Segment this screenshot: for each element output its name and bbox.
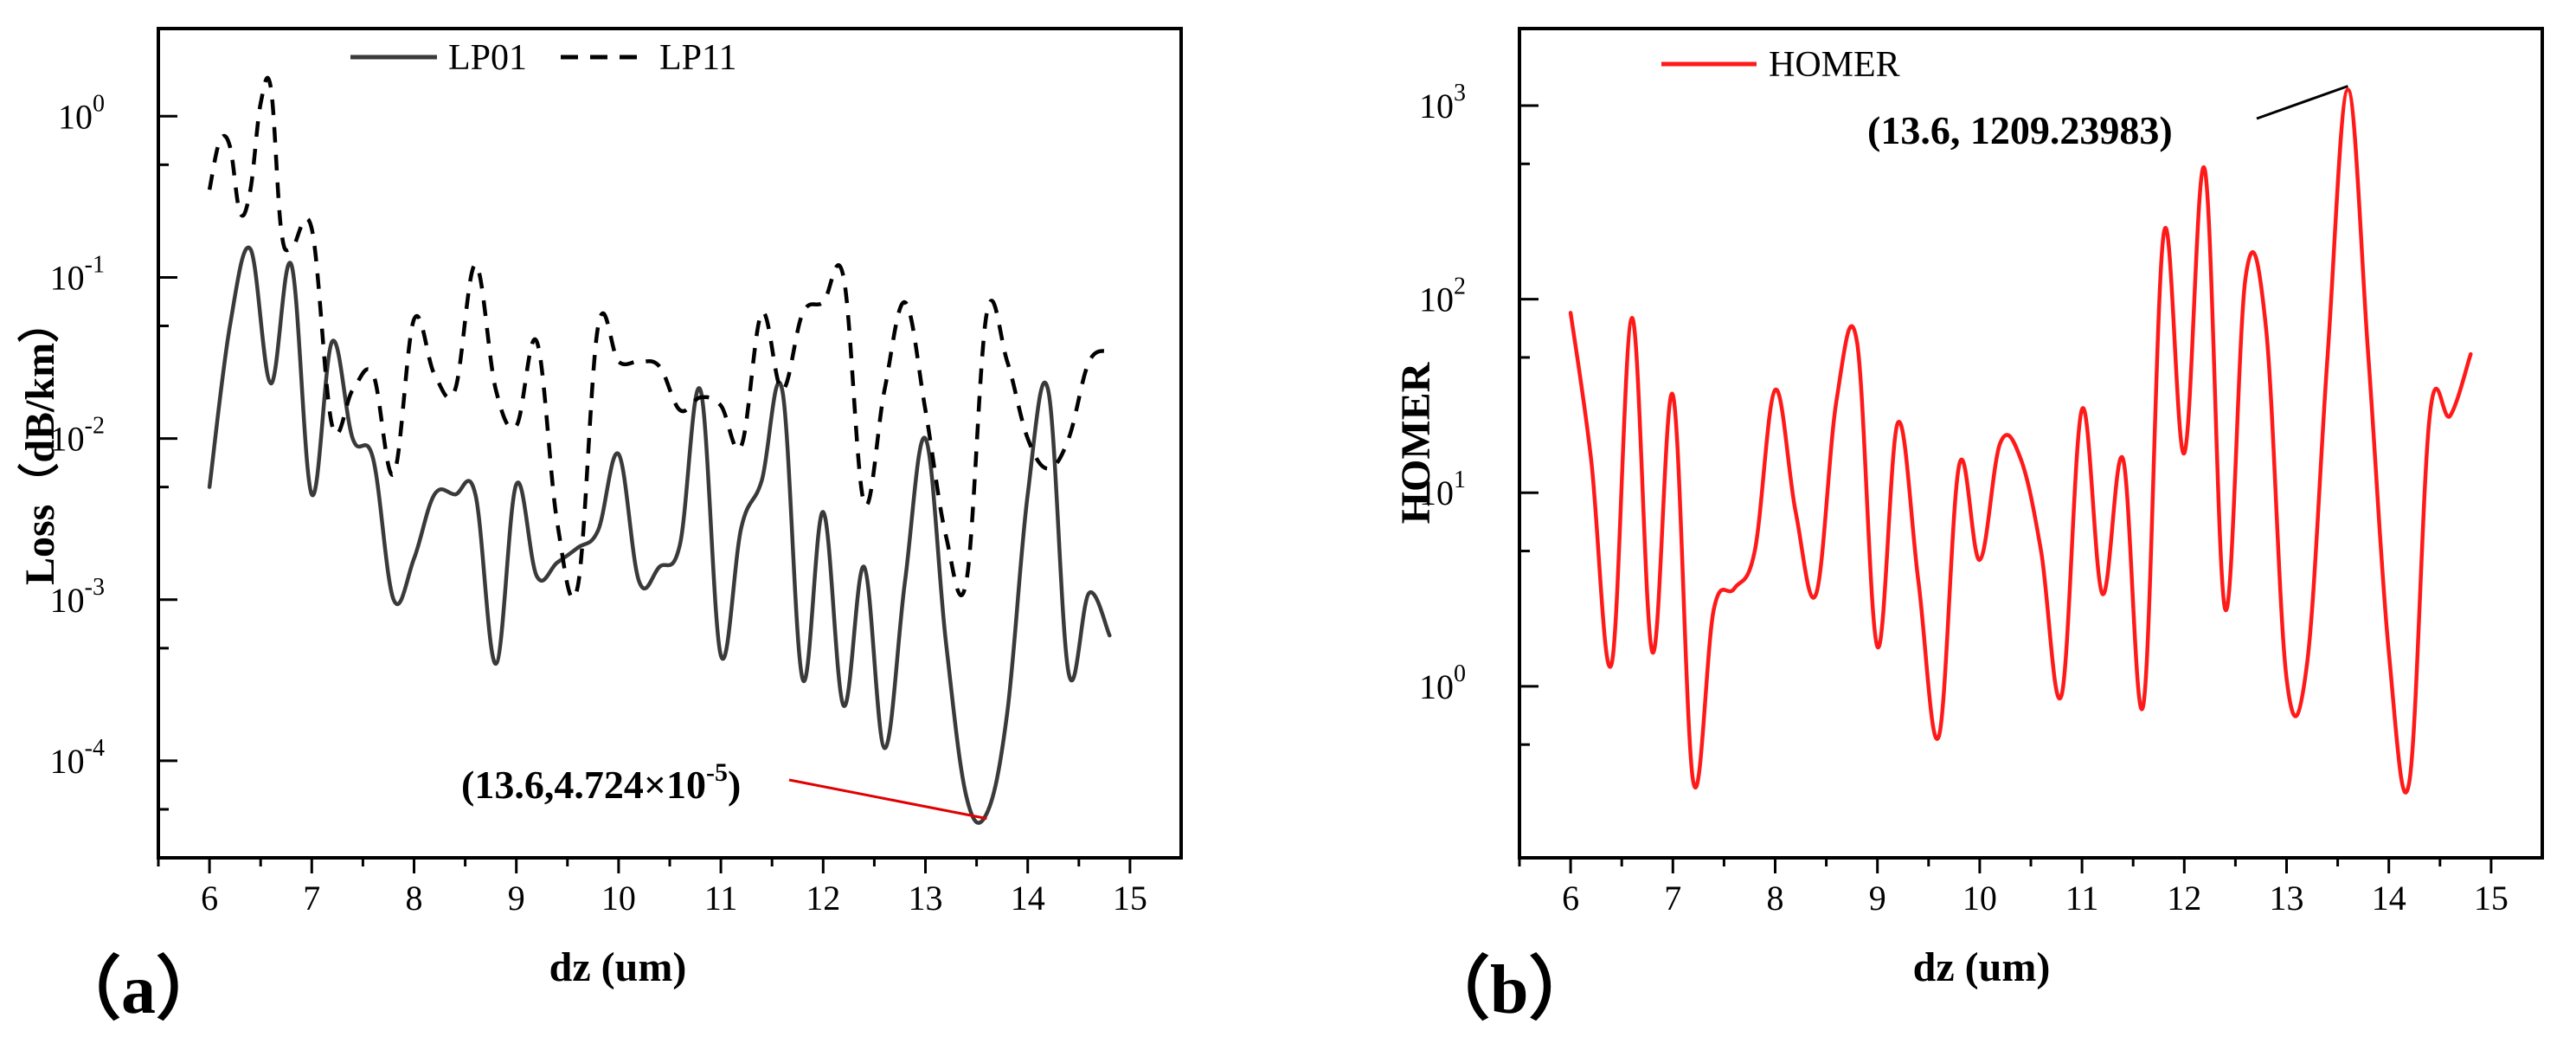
- y-tick-label: 102: [1419, 274, 1466, 319]
- x-tick-label: 9: [1869, 879, 1886, 918]
- y-tick-label: 101: [1419, 467, 1466, 512]
- y-tick-label: 100: [1419, 660, 1466, 706]
- x-tick-label: 8: [406, 879, 423, 918]
- x-tick-label: 15: [1113, 879, 1147, 918]
- series-group-a: [207, 75, 1112, 825]
- x-tick-label: 6: [1562, 879, 1579, 918]
- x-tick-label: 12: [2167, 879, 2201, 918]
- x-axis-title-a: dz (um): [549, 944, 687, 990]
- x-tick-label: 10: [1963, 879, 1997, 918]
- legend-label-homer: HOMER: [1769, 45, 1900, 85]
- y-tick-label: 10-4: [50, 735, 105, 781]
- x-axis-ticks-b: 6 7 8 9 10 11 12 13 14 15: [1518, 858, 2509, 918]
- y-tick-label: 103: [1419, 80, 1466, 126]
- annotation-label-a: (13.6,4.724×10-5): [461, 758, 741, 807]
- x-tick-label: 14: [2372, 879, 2406, 918]
- x-tick-label: 9: [508, 879, 525, 918]
- x-tick-label: 13: [909, 879, 943, 918]
- y-tick-label: 100: [58, 90, 105, 136]
- x-tick-label: 10: [601, 879, 636, 918]
- x-tick-label: 12: [806, 879, 840, 918]
- chart-b: 103 102 101 100 6 7 8 9 10 11 12 13 14 15 HOMER (13.…: [1393, 27, 2544, 1028]
- series-line-lp01: [207, 245, 1112, 825]
- legend-b: HOMER: [1661, 45, 1900, 85]
- x-axis-title-b: dz (um): [1913, 944, 2051, 990]
- x-tick-label: 11: [2065, 879, 2099, 918]
- y-tick-label: 10-3: [50, 574, 105, 620]
- y-axis-title-b: HOMER: [1393, 361, 1439, 524]
- plot-frame-b: [1518, 27, 2544, 860]
- y-axis-ticks-b: 103 102 101 100: [1419, 80, 1539, 746]
- series-line-lp11: [207, 75, 1111, 601]
- chart-a: 100 10-1 10-2 10-3 10-4 6 7 8 9 10 11 12 13 14 15 LP0…: [17, 27, 1183, 1028]
- x-tick-label: 8: [1767, 879, 1784, 918]
- x-tick-label: 13: [2270, 879, 2304, 918]
- x-tick-label: 14: [1011, 879, 1045, 918]
- y-axis-title-a: Loss（dB/km）: [17, 301, 63, 585]
- y-tick-label: 10-1: [50, 251, 105, 297]
- annotation-label-b: (13.6, 1209.23983): [1867, 108, 2173, 152]
- x-tick-label: 6: [201, 879, 218, 918]
- x-tick-label: 11: [704, 879, 738, 918]
- annotation-leader-b: [2256, 85, 2348, 120]
- panel-label-a: （a）: [52, 952, 225, 1028]
- legend-label-lp01: LP01: [448, 38, 527, 78]
- x-tick-label: 7: [303, 879, 320, 918]
- y-axis-ticks-a: 100 10-1 10-2 10-3 10-4: [50, 90, 177, 811]
- legend-a: LP01 LP11: [350, 38, 736, 78]
- x-tick-label: 7: [1664, 879, 1681, 918]
- panel-label-b: （b）: [1421, 952, 1598, 1028]
- series-line-homer: [1568, 87, 2473, 795]
- series-group-b: [1568, 87, 2473, 795]
- y-tick-label: 10-2: [50, 413, 105, 459]
- legend-label-lp11: LP11: [659, 38, 736, 78]
- x-axis-ticks-a: 6 7 8 9 10 11 12 13 14 15: [157, 858, 1147, 918]
- annotation-leader-a: [788, 778, 987, 821]
- x-tick-label: 15: [2474, 879, 2509, 918]
